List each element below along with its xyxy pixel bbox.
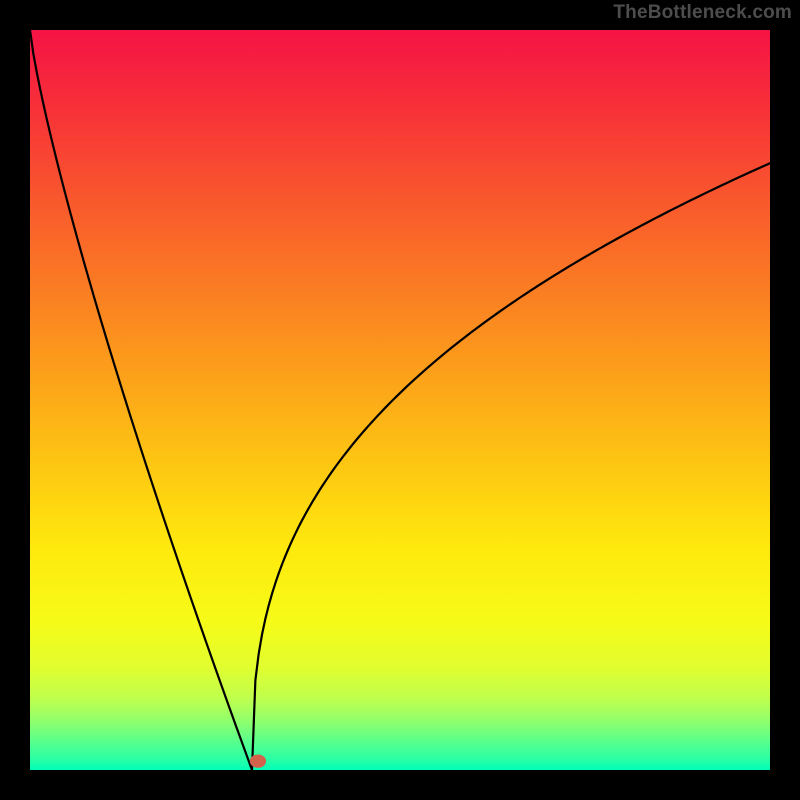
watermark-text: TheBottleneck.com <box>613 2 792 24</box>
vertex-marker <box>250 754 266 767</box>
chart-outer: TheBottleneck.com <box>0 0 800 800</box>
plot-svg <box>30 30 770 770</box>
gradient-background <box>30 30 770 770</box>
plot-area <box>30 30 770 770</box>
